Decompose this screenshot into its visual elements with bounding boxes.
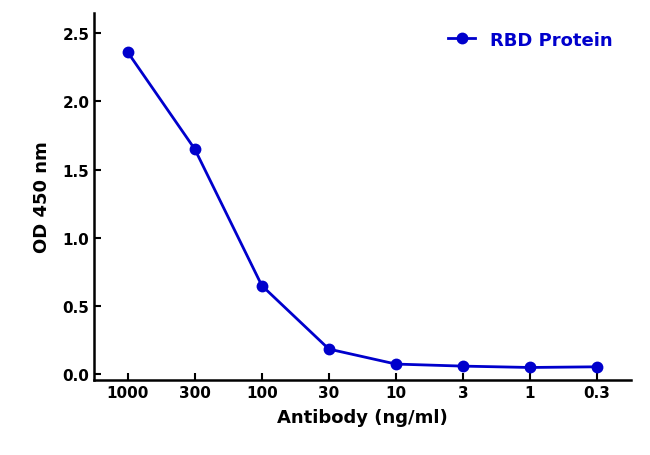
Line: RBD Protein: RBD Protein bbox=[123, 48, 602, 373]
RBD Protein bbox=[593, 364, 601, 370]
RBD Protein bbox=[258, 283, 266, 289]
RBD Protein bbox=[526, 365, 534, 370]
RBD Protein bbox=[191, 147, 199, 152]
Y-axis label: OD 450 nm: OD 450 nm bbox=[33, 141, 51, 253]
X-axis label: Antibody (ng/ml): Antibody (ng/ml) bbox=[277, 408, 448, 426]
RBD Protein bbox=[325, 347, 333, 352]
RBD Protein bbox=[459, 364, 467, 369]
RBD Protein bbox=[392, 362, 400, 367]
RBD Protein bbox=[124, 51, 132, 56]
Legend: RBD Protein: RBD Protein bbox=[439, 23, 621, 59]
